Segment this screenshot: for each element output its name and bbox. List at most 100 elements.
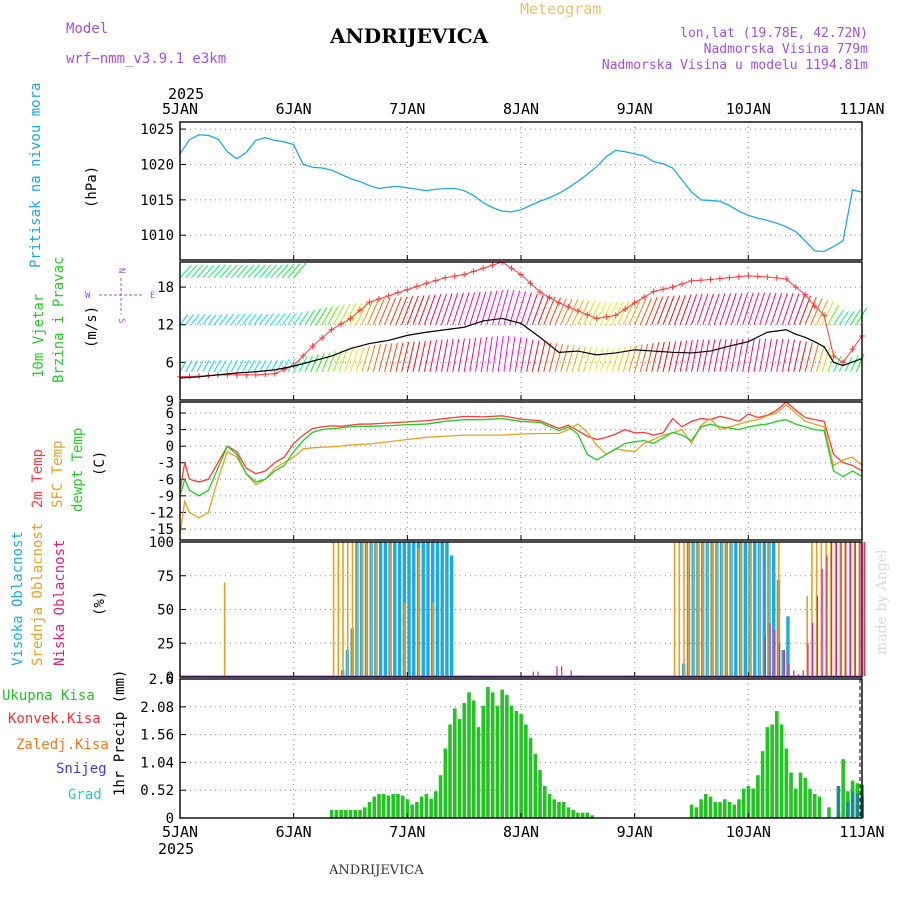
wind-barb [548,343,558,372]
wind-barb [259,313,268,326]
x-tick-label-top: 6JAN [276,100,312,118]
wind-barb [713,293,726,325]
y-tick-label: 1020 [140,157,174,173]
precip-bar [419,796,424,818]
mid-cloud-bar [692,542,695,676]
wind-barb [554,298,567,325]
precip-bar [793,788,798,818]
mid-cloud-bar [811,542,813,676]
precip-bar [367,801,372,818]
wind-barb [202,264,215,279]
wind-barb [344,302,357,325]
low-cloud-bar [826,555,828,676]
compass-e: E [150,291,155,301]
precip-bar [353,809,358,818]
wind-barb [776,293,788,325]
wind-barb [855,353,865,372]
precip-bar [424,793,429,818]
y-tick-label: -15 [149,522,174,538]
low-cloud-bar [769,623,771,676]
y-tick-label: 12 [157,318,174,334]
precip-bar [571,809,575,818]
wind-barb [367,344,376,372]
wind-barb [514,337,522,372]
wind-barb [799,295,811,325]
wind-barb [355,346,365,372]
wind-barb [594,347,604,372]
wind-barb [361,300,374,325]
precip-bar [429,798,433,818]
wind-barb [190,264,203,279]
wind-barb [384,297,397,325]
wind-barb [236,313,246,326]
wind-barb [242,360,250,373]
y-tick-label: 1.04 [140,755,174,771]
precip-bar [704,793,708,818]
temp-2m-line [179,401,863,491]
wind-barb [639,297,652,325]
plot-area: 5JAN 5JAN 6JAN 6JAN 7JAN 7JAN 8JAN 8JAN 9JAN 9JAN… [140,100,884,841]
precip-bar [751,788,755,818]
wind-barb [554,344,563,372]
wind-barb [475,291,487,325]
wind-barb [469,337,477,372]
precip-bar [415,801,419,818]
mid-cloud-bar [759,542,761,676]
pressure-side-label: Pritisak na nivou mora [28,83,44,268]
precip-bar [467,692,471,818]
wind-barb [344,348,354,372]
precip-bar [396,793,400,818]
wind-barb [634,298,647,325]
wind-barb [679,294,692,325]
low-cloud-bar [845,542,847,676]
mid-cloud-bar [777,542,780,676]
wind-barb [435,293,447,325]
y-tick-label: 50 [157,603,174,619]
mid-cloud-bar [830,542,832,676]
wind-barb [600,302,613,325]
wind-barb [691,293,703,325]
model-elevation: Nadmorska Visina u modelu 1194.81m [602,58,868,73]
mid-cloud-bar [418,548,420,676]
wind-barb [327,305,339,325]
wind-barb [816,299,829,325]
wind-barb [526,293,538,325]
high-cloud-bar [397,542,402,676]
precip-bar [827,807,831,818]
mid-cloud-bar [711,542,714,676]
wind-barb [753,292,766,325]
precip-bar [329,809,334,818]
pressure-unit: (hPa) [84,166,100,208]
low-cloud-bar [532,671,534,676]
precip-bar [580,812,585,818]
low-cloud-bar [802,670,804,676]
wind-barb [679,340,688,372]
precip-bar [363,807,367,818]
wind-barb [242,313,251,326]
wind-barb [509,336,516,372]
wind-barb [276,264,289,279]
wind-barb [406,295,419,325]
wind-barb [225,313,234,326]
wind-barb [821,346,831,372]
precip-bar [486,687,490,818]
precip-bar [699,799,703,818]
precip-bar [817,796,822,818]
mid-cloud-bar [820,542,823,676]
wind-barb [259,359,267,373]
wind-barb [747,292,760,325]
wind-barb [719,293,732,325]
wind-barb [742,338,750,372]
low-cloud-bar [816,596,819,676]
precip-bar [476,727,481,818]
wind-barb [185,264,198,279]
precip-bar [471,700,476,818]
precip-bar [689,804,694,818]
mid-cloud-bar [365,542,368,676]
wind-barb [747,338,755,372]
precip-bar [443,748,448,818]
precip-bar [552,799,557,818]
wind-barb [446,292,459,325]
wind-barb [793,340,801,372]
wind-barb [367,298,380,325]
